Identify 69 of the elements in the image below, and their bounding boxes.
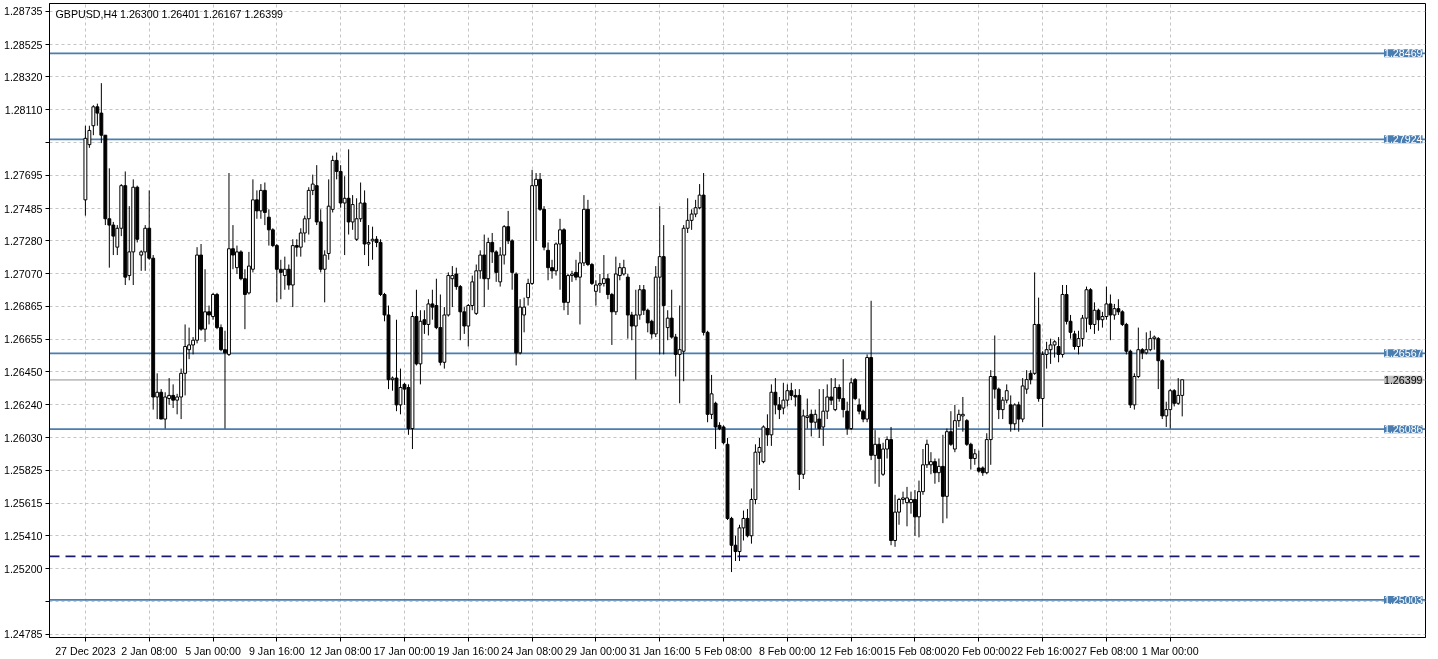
ref-line-label: 1.25003 bbox=[1383, 593, 1423, 606]
candlestick bbox=[821, 388, 826, 447]
y-tick-label: 1.26450 bbox=[3, 365, 43, 378]
y-tick-label: 1.26030 bbox=[3, 432, 43, 444]
candlestick bbox=[163, 391, 168, 430]
y-tick-label: 1.28110 bbox=[4, 103, 43, 116]
x-tick-label: 27 Feb 08:00 bbox=[1075, 644, 1138, 657]
candlestick bbox=[282, 256, 287, 291]
x-tick-label: 5 Jan 00:00 bbox=[185, 644, 241, 657]
x-tick-label: 31 Jan 16:00 bbox=[628, 644, 691, 657]
candlestick bbox=[909, 491, 913, 515]
x-tick-label: 17 Jan 00:00 bbox=[373, 644, 436, 657]
x-tick-label: 12 Jan 08:00 bbox=[309, 644, 372, 657]
x-tick-label: 22 Feb 16:00 bbox=[1011, 644, 1075, 657]
candlestick bbox=[574, 259, 578, 281]
candlestick bbox=[813, 409, 818, 430]
candlestick bbox=[665, 309, 670, 341]
y-tick-label: 1.28320 bbox=[3, 70, 43, 83]
candlestick bbox=[91, 104, 96, 136]
x-tick-label: 29 Jan 00:00 bbox=[565, 644, 627, 657]
candlestick bbox=[398, 368, 403, 415]
y-tick-label: 1.25200 bbox=[3, 562, 43, 575]
y-tick-label: 1.28525 bbox=[3, 38, 43, 51]
y-tick-label: 1.27070 bbox=[3, 267, 43, 280]
x-tick-label: 9 Jan 16:00 bbox=[248, 644, 305, 657]
y-tick-label: 1.28735 bbox=[3, 5, 43, 18]
x-tick-label: 5 Feb 08:00 bbox=[695, 644, 753, 657]
ref-line-label: 1.26399 bbox=[1383, 373, 1423, 386]
candlestick bbox=[913, 489, 917, 537]
candlestick bbox=[633, 289, 638, 381]
candlestick bbox=[1012, 402, 1017, 431]
x-tick-label: 20 Feb 00:00 bbox=[947, 644, 1011, 657]
y-tick-label: 1.27695 bbox=[3, 169, 43, 182]
x-tick-label: 24 Jan 08:00 bbox=[501, 644, 563, 657]
candlestick bbox=[1180, 378, 1185, 417]
x-tick-label: 1 Mar 00:00 bbox=[1141, 644, 1199, 657]
y-tick-label: 1.24785 bbox=[3, 628, 43, 641]
x-tick-label: 27 Dec 2023 bbox=[55, 644, 116, 657]
x-tick-label: 15 Feb 08:00 bbox=[883, 644, 947, 657]
candlestick bbox=[1144, 331, 1149, 355]
candlestick bbox=[905, 486, 909, 527]
candlestick bbox=[342, 175, 347, 256]
ref-line-label: 1.26567 bbox=[1383, 347, 1423, 360]
candlestick bbox=[817, 388, 822, 439]
ref-line-label: 1.28469 bbox=[1383, 47, 1423, 60]
x-tick-label: 19 Jan 16:00 bbox=[437, 644, 500, 657]
y-tick-label: 1.26865 bbox=[3, 300, 43, 313]
candlestick bbox=[960, 396, 965, 433]
y-tick-label: 1.25825 bbox=[3, 464, 43, 477]
candlestick bbox=[1008, 394, 1013, 433]
y-tick-label: 1.25410 bbox=[3, 529, 43, 542]
candlestick bbox=[258, 183, 263, 220]
x-tick-label: 12 Feb 16:00 bbox=[819, 644, 883, 657]
candlestick bbox=[1176, 377, 1181, 406]
y-tick-label: 1.25615 bbox=[3, 497, 43, 510]
candlestick bbox=[346, 148, 351, 236]
y-tick-label: 1.26655 bbox=[3, 333, 43, 346]
x-tick-label: 2 Jan 08:00 bbox=[121, 644, 178, 657]
y-tick-label: 1.26240 bbox=[3, 398, 43, 411]
candlestick bbox=[1048, 338, 1053, 365]
y-tick-label: 1.27280 bbox=[3, 234, 43, 247]
x-tick-label: 8 Feb 00:00 bbox=[758, 644, 816, 657]
y-tick-label: 1.27485 bbox=[3, 202, 43, 215]
candlestick bbox=[781, 382, 786, 415]
ref-line-label: 1.27924 bbox=[1383, 133, 1423, 146]
ref-line-label: 1.26086 bbox=[1383, 423, 1423, 436]
chart-title: GBPUSD,H4 1.26300 1.26401 1.26167 1.26399 bbox=[55, 7, 284, 20]
candlestick bbox=[426, 298, 431, 336]
candlestick bbox=[143, 224, 148, 272]
